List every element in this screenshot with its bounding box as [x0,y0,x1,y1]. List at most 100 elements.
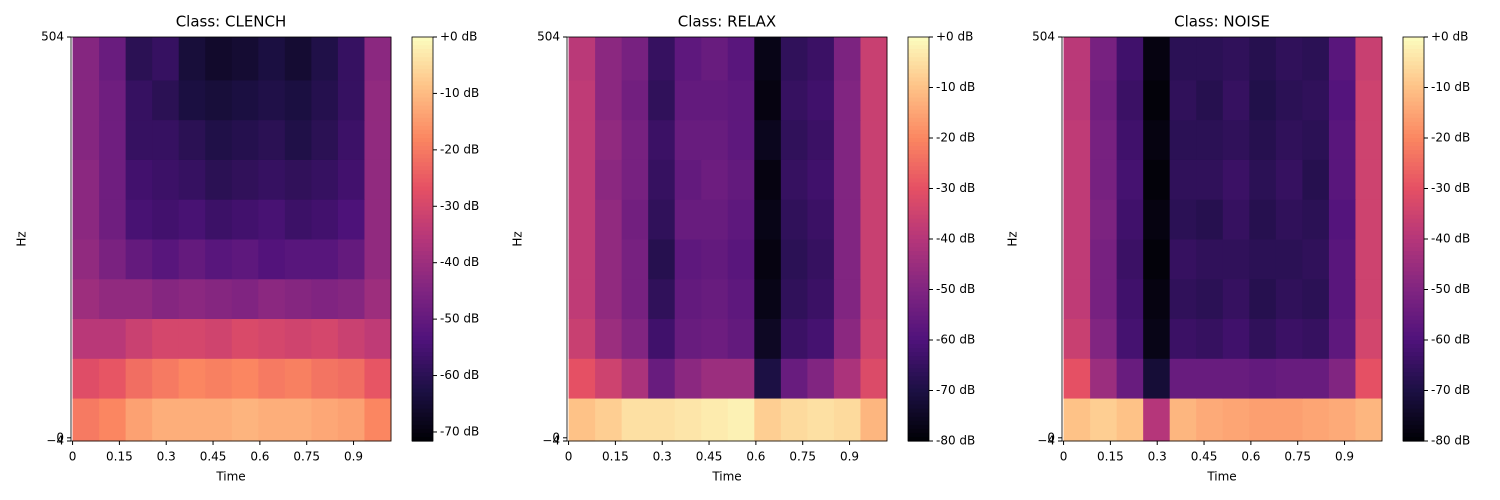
colorbar-segment [412,89,433,95]
x-tick-label: 0.45 [696,450,723,464]
colorbar-segment [908,105,929,111]
colorbar-segment [412,166,433,171]
colorbar-tick-label: -60 dB [936,333,975,347]
heatmap-cell [568,119,596,160]
heatmap-cell [648,318,676,359]
heatmap-cell [1355,37,1383,81]
heatmap-cell [754,199,782,240]
heatmap-cell [311,159,339,200]
x-tick-label: 0.3 [1148,450,1167,464]
heatmap-cell [648,398,676,442]
colorbar-segment [1403,372,1424,377]
colorbar-segment [412,117,433,123]
heatmap-cell [807,278,835,320]
colorbar-segment [908,89,929,95]
heatmap-cell [1063,239,1091,280]
heatmap-cell [1063,37,1091,81]
colorbar-segment [1403,319,1424,325]
colorbar-segment [412,105,433,111]
colorbar-segment [908,109,929,115]
colorbar-segment [412,178,433,184]
heatmap-cell [621,318,649,359]
heatmap-cell [1196,37,1224,81]
heatmap-cell [833,278,861,320]
heatmap-cell [701,278,729,320]
colorbar-segment [908,230,929,236]
colorbar-segment [908,283,929,289]
colorbar-tick-label: -20 dB [1431,131,1470,145]
heatmap-cell [1196,119,1224,160]
colorbar-segment [908,243,929,248]
heatmap-cell [780,398,808,442]
heatmap-cell [1355,318,1383,359]
colorbar-segment [412,113,433,119]
x-tick-label: 0 [565,450,573,464]
heatmap-cell [1222,398,1250,442]
heatmap-cell [1355,199,1383,240]
colorbar-segment [412,348,433,353]
colorbar-segment [1403,352,1424,357]
colorbar-tick-label: -10 dB [1431,80,1470,94]
heatmap-cell [754,79,782,121]
colorbar-segment [1403,222,1424,228]
colorbar-segment [412,271,433,276]
colorbar-segment [908,77,929,83]
heatmap-cell [1063,318,1091,359]
heatmap-cell [727,318,755,359]
colorbar-segment [412,412,433,418]
heatmap-cell [72,239,100,280]
y-tick-label: 0 [552,430,560,444]
colorbar-segment [412,53,433,58]
heatmap-cell [1090,358,1118,399]
colorbar-segment [908,53,929,58]
heatmap-cell [231,358,259,399]
chart-title: Class: NOISE [1174,13,1270,31]
heatmap-cell [152,159,180,200]
heatmap-cell [1275,37,1303,81]
colorbar-segment [1403,226,1424,232]
heatmap-cell [1143,119,1171,160]
x-tick-label: 0 [1060,450,1068,464]
heatmap-cell [568,318,596,359]
colorbar-segment [908,424,929,430]
colorbar-segment [908,210,929,216]
heatmap-cell [568,358,596,399]
heatmap-cell [205,79,233,121]
colorbar-segment [908,251,929,256]
heatmap-cell [205,318,233,359]
heatmap-cell [125,119,153,160]
heatmap-cell [1302,239,1330,280]
colorbar-tick-label: -30 dB [440,199,479,213]
heatmap-cell [178,278,206,320]
colorbar-segment [412,146,433,151]
x-axis-label: Time [1206,470,1236,484]
heatmap-cell [701,79,729,121]
heatmap-cell [833,358,861,399]
heatmap-cell [1275,239,1303,280]
heatmap-cell [1275,318,1303,359]
colorbar-segment [412,49,433,54]
heatmap-cell [648,79,676,121]
heatmap-cell [1063,119,1091,160]
heatmap-cell [1090,398,1118,442]
heatmap-cell [621,37,649,81]
colorbar-segment [1403,81,1424,87]
colorbar-segment [412,396,433,402]
colorbar-segment [1403,113,1424,119]
heatmap-cell [568,79,596,121]
heatmap-cell [568,159,596,200]
heatmap-cell [860,239,888,280]
x-tick-label: 0.9 [344,450,363,464]
colorbar-segment [908,101,929,107]
heatmap-cell [1063,398,1091,442]
y-axis-label: Hz [1006,231,1020,246]
colorbar-segment [1403,57,1424,62]
colorbar-segment [908,319,929,325]
heatmap-cell [1169,79,1197,121]
heatmap-cell [364,159,392,200]
colorbar-segment [412,65,433,70]
heatmap-cell [1355,358,1383,399]
heatmap-cell [674,318,702,359]
heatmap-cell [125,239,153,280]
